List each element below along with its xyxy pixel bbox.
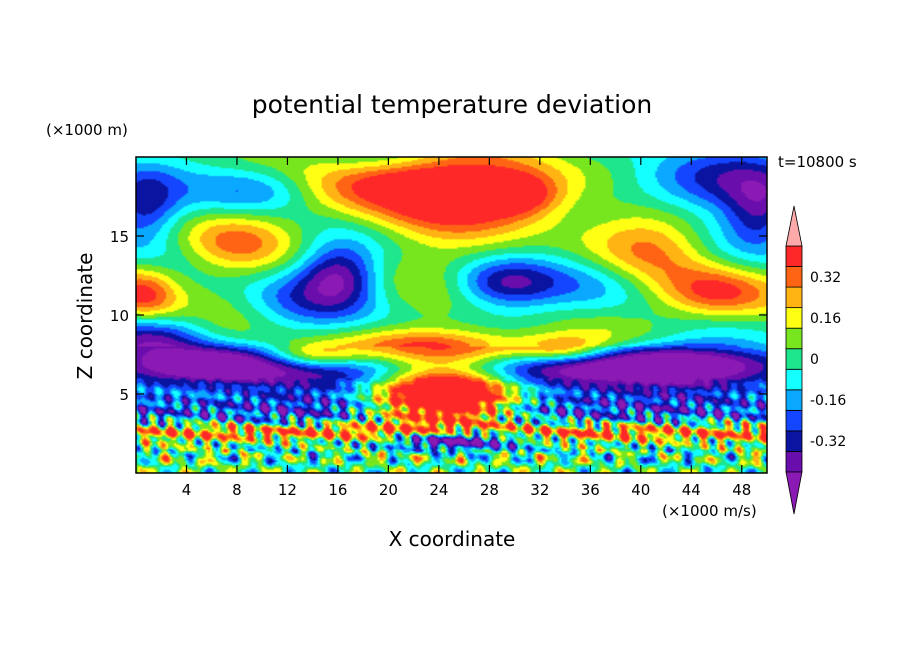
colorbar-box: [785, 327, 803, 350]
y-axis: 5 10 15: [110, 228, 767, 404]
x-tick-label: 36: [581, 481, 600, 499]
x-tick-label: 32: [530, 481, 549, 499]
x-tick-label: 28: [480, 481, 499, 499]
colorbar-box: [785, 266, 803, 288]
colorbar-label: -0.32: [810, 434, 846, 450]
colorbar-box: [785, 368, 803, 391]
chart-title: potential temperature deviation: [252, 90, 652, 119]
x-tick-label: 40: [631, 481, 650, 499]
x-tick-label: 12: [278, 481, 297, 499]
y-axis-label: Z coordinate: [73, 253, 97, 380]
y-tick-label: 10: [110, 307, 129, 325]
y-tick-label: 5: [119, 386, 129, 404]
colorbar-label: 0: [810, 352, 819, 368]
x-axis: 4 8 12 16 20 24 28 32 36 40 44 48: [182, 157, 751, 499]
colorbar-box: [785, 245, 803, 267]
x-tick-label: 16: [328, 481, 347, 499]
y-tick-label: 15: [110, 228, 129, 246]
x-tick-label: 4: [182, 481, 192, 499]
colorbar-box: [785, 348, 803, 370]
colorbar-label: 0.16: [810, 311, 841, 327]
temperature-field: [136, 157, 767, 473]
x-axis-label: X coordinate: [389, 527, 516, 551]
x-tick-label: 20: [379, 481, 398, 499]
colorbar-box: [785, 286, 803, 309]
colorbar-box: [785, 307, 803, 329]
colorbar-box: [785, 430, 803, 452]
colorbar-top-extend: [785, 205, 803, 247]
colorbar-label: 0.32: [810, 270, 841, 286]
y-unit-label: (×1000 m): [46, 121, 128, 139]
x-tick-label: 48: [732, 481, 751, 499]
x-tick-label: 8: [232, 481, 242, 499]
x-unit-label: (×1000 m/s): [662, 502, 757, 520]
colorbar: 0.32 0.16 0 -0.16 -0.32: [785, 205, 846, 515]
colorbar-label: -0.16: [810, 393, 846, 409]
colorbar-box: [785, 451, 803, 473]
colorbar-box: [785, 389, 803, 411]
colorbar-bottom-extend: [785, 471, 803, 515]
x-tick-label: 44: [682, 481, 701, 499]
time-label: t=10800 s: [778, 153, 857, 171]
x-tick-label: 24: [429, 481, 448, 499]
colorbar-box: [785, 409, 803, 432]
